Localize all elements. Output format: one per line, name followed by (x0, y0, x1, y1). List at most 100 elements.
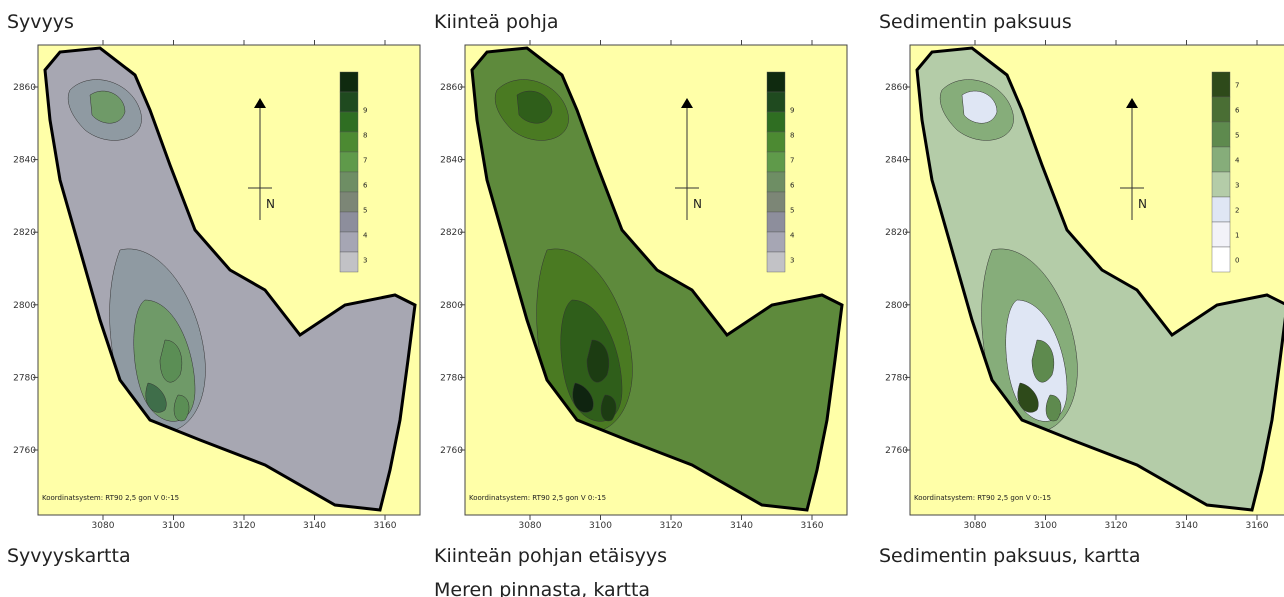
legend-swatch (340, 132, 358, 152)
y-tick-label: 2820 (440, 228, 463, 238)
legend-swatch (767, 232, 785, 252)
legend-label: 4 (1235, 157, 1240, 165)
legend-label: 8 (363, 132, 367, 140)
legend-label: 3 (790, 257, 794, 265)
legend-swatch (767, 92, 785, 112)
north-label: N (693, 197, 702, 211)
panel-caption: Kiinteän pohjan etäisyys (434, 545, 667, 567)
legend-swatch (767, 192, 785, 212)
legend-label: 4 (790, 232, 795, 240)
x-tick-label: 3140 (1175, 521, 1198, 531)
legend-label: 5 (1235, 132, 1239, 140)
legend-swatch (340, 112, 358, 132)
y-tick-label: 2800 (13, 301, 36, 311)
x-tick-label: 3140 (303, 521, 326, 531)
y-tick-label: 2840 (885, 156, 908, 166)
x-tick-label: 3120 (1105, 521, 1128, 531)
legend-label: 2 (1235, 207, 1239, 215)
x-tick-label: 3160 (801, 521, 824, 531)
map-panel: Sedimentin paksuus Sedimentin paksuus, ka… (879, 11, 1284, 567)
x-tick-label: 3080 (964, 521, 987, 531)
legend-swatch (767, 112, 785, 132)
legend-swatch (1212, 222, 1230, 247)
legend-label: 7 (790, 157, 794, 165)
map-panel: Kiinteä pohja Kiinteän pohjan etäisyys Mer… (434, 11, 847, 597)
y-tick-label: 2860 (440, 83, 463, 93)
x-tick-label: 3100 (162, 521, 185, 531)
x-tick-label: 3080 (519, 521, 542, 531)
legend-swatch (340, 172, 358, 192)
y-tick-label: 2760 (440, 446, 463, 456)
y-tick-label: 2800 (440, 301, 463, 311)
x-tick-label: 3080 (92, 521, 115, 531)
legend-swatch (767, 252, 785, 272)
x-tick-label: 3140 (730, 521, 753, 531)
legend-label: 0 (1235, 257, 1239, 265)
legend-label: 8 (790, 132, 794, 140)
legend-label: 3 (363, 257, 367, 265)
coordinate-note: Koordinatsystem: RT90 2,5 gon V 0:-15 (469, 494, 606, 502)
legend-swatch (340, 72, 358, 92)
north-label: N (1138, 197, 1147, 211)
y-tick-label: 2760 (885, 446, 908, 456)
y-tick-label: 2780 (440, 373, 463, 383)
legend-swatch (1212, 147, 1230, 172)
legend-swatch (767, 172, 785, 192)
map-panel: Syvyys Syvyyskartta 3080 3100 3120 3140 3160 28… (7, 11, 420, 567)
y-tick-label: 2840 (13, 156, 36, 166)
legend-swatch (1212, 247, 1230, 272)
panel-title: Syvyys (7, 11, 74, 33)
y-tick-label: 2860 (13, 83, 36, 93)
legend-swatch (767, 132, 785, 152)
legend-label: 7 (1235, 82, 1239, 90)
x-tick-label: 3100 (589, 521, 612, 531)
x-tick-label: 3120 (233, 521, 256, 531)
legend-label: 1 (1235, 232, 1239, 240)
legend-swatch (1212, 197, 1230, 222)
y-tick-label: 2860 (885, 83, 908, 93)
legend-label: 5 (363, 207, 367, 215)
legend-label: 6 (790, 182, 795, 190)
legend-swatch (340, 252, 358, 272)
panel-caption: Sedimentin paksuus, kartta (879, 545, 1140, 567)
legend-swatch (1212, 97, 1230, 122)
legend-swatch (340, 192, 358, 212)
legend-label: 6 (1235, 107, 1240, 115)
panel-caption: Syvyyskartta (7, 545, 131, 567)
y-tick-label: 2800 (885, 301, 908, 311)
x-tick-label: 3100 (1034, 521, 1057, 531)
legend-swatch (340, 212, 358, 232)
legend-swatch (340, 232, 358, 252)
x-tick-label: 3160 (374, 521, 397, 531)
legend-swatch (767, 72, 785, 92)
legend-label: 4 (363, 232, 368, 240)
y-tick-label: 2760 (13, 446, 36, 456)
panel-title: Sedimentin paksuus (879, 11, 1072, 33)
legend-label: 9 (363, 107, 367, 115)
x-tick-label: 3120 (660, 521, 683, 531)
legend-swatch (1212, 72, 1230, 97)
legend-swatch (767, 152, 785, 172)
legend-swatch (1212, 172, 1230, 197)
north-label: N (266, 197, 275, 211)
legend-label: 5 (790, 207, 794, 215)
panel-title: Kiinteä pohja (434, 11, 559, 33)
legend-label: 7 (363, 157, 367, 165)
y-tick-label: 2780 (885, 373, 908, 383)
coordinate-note: Koordinatsystem: RT90 2,5 gon V 0:-15 (914, 494, 1051, 502)
legend-swatch (767, 212, 785, 232)
y-tick-label: 2780 (13, 373, 36, 383)
legend-label: 9 (790, 107, 794, 115)
legend-label: 6 (363, 182, 368, 190)
legend-swatch (340, 152, 358, 172)
coordinate-note: Koordinatsystem: RT90 2,5 gon V 0:-15 (42, 494, 179, 502)
legend-swatch (1212, 122, 1230, 147)
figure: SyvyysSyvyyskartta3080310031203140316028… (0, 0, 1284, 597)
y-tick-label: 2840 (440, 156, 463, 166)
x-tick-label: 3160 (1246, 521, 1269, 531)
panel-caption: Meren pinnasta, kartta (434, 579, 650, 597)
y-tick-label: 2820 (885, 228, 908, 238)
legend-label: 3 (1235, 182, 1239, 190)
y-tick-label: 2820 (13, 228, 36, 238)
legend-swatch (340, 92, 358, 112)
